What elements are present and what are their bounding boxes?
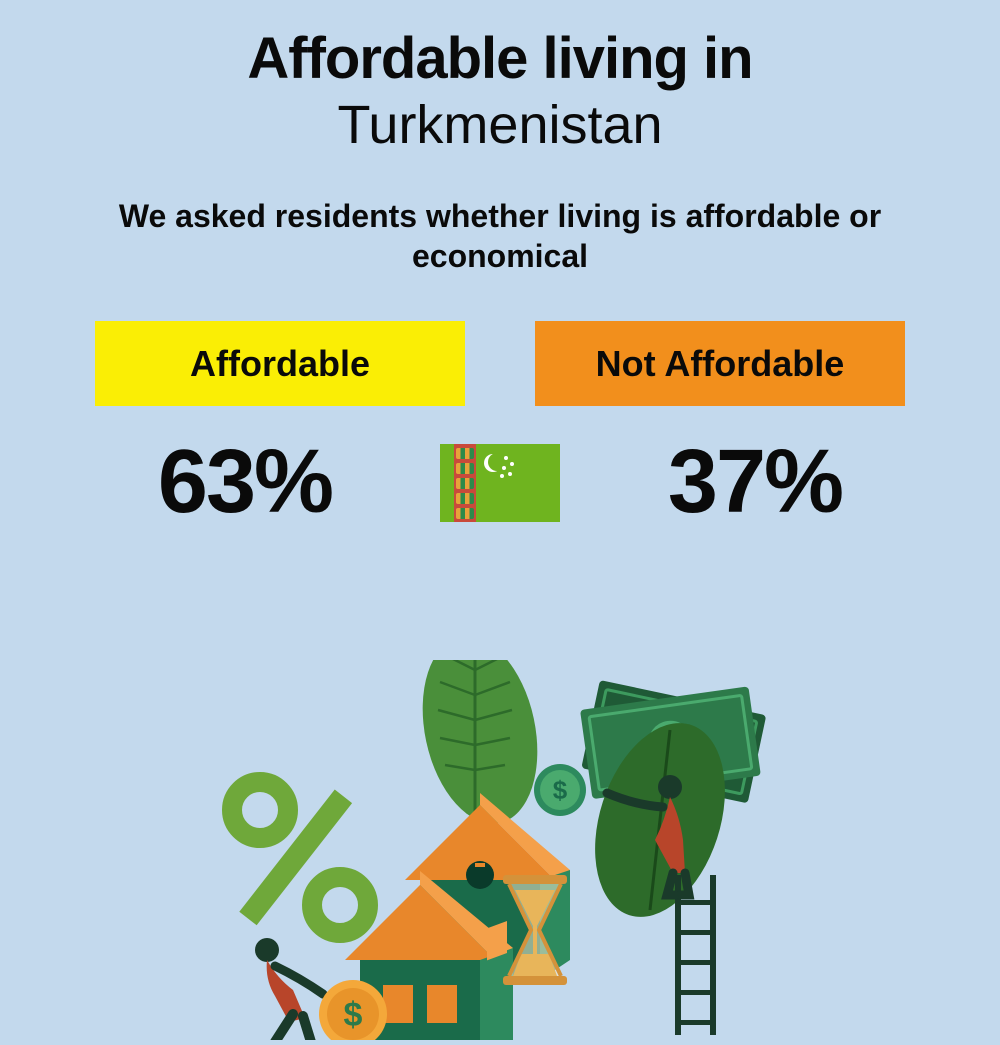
title-line1: Affordable living in bbox=[0, 25, 1000, 92]
not-affordable-value: 37% bbox=[600, 431, 910, 534]
svg-text:$: $ bbox=[553, 775, 568, 805]
svg-text:$: $ bbox=[344, 996, 363, 1034]
subtitle-text: We asked residents whether living is aff… bbox=[0, 196, 1000, 276]
title-country: Turkmenistan bbox=[0, 94, 1000, 156]
labels-row: Affordable Not Affordable bbox=[0, 321, 1000, 406]
affordable-value: 63% bbox=[90, 431, 400, 534]
affordable-label: Affordable bbox=[95, 321, 465, 406]
affordability-illustration: $ bbox=[180, 660, 820, 1040]
percent-icon bbox=[232, 782, 368, 933]
not-affordable-label: Not Affordable bbox=[535, 321, 905, 406]
values-row: 63% 37% bbox=[0, 431, 1000, 534]
turkmenistan-flag-icon bbox=[440, 444, 560, 522]
